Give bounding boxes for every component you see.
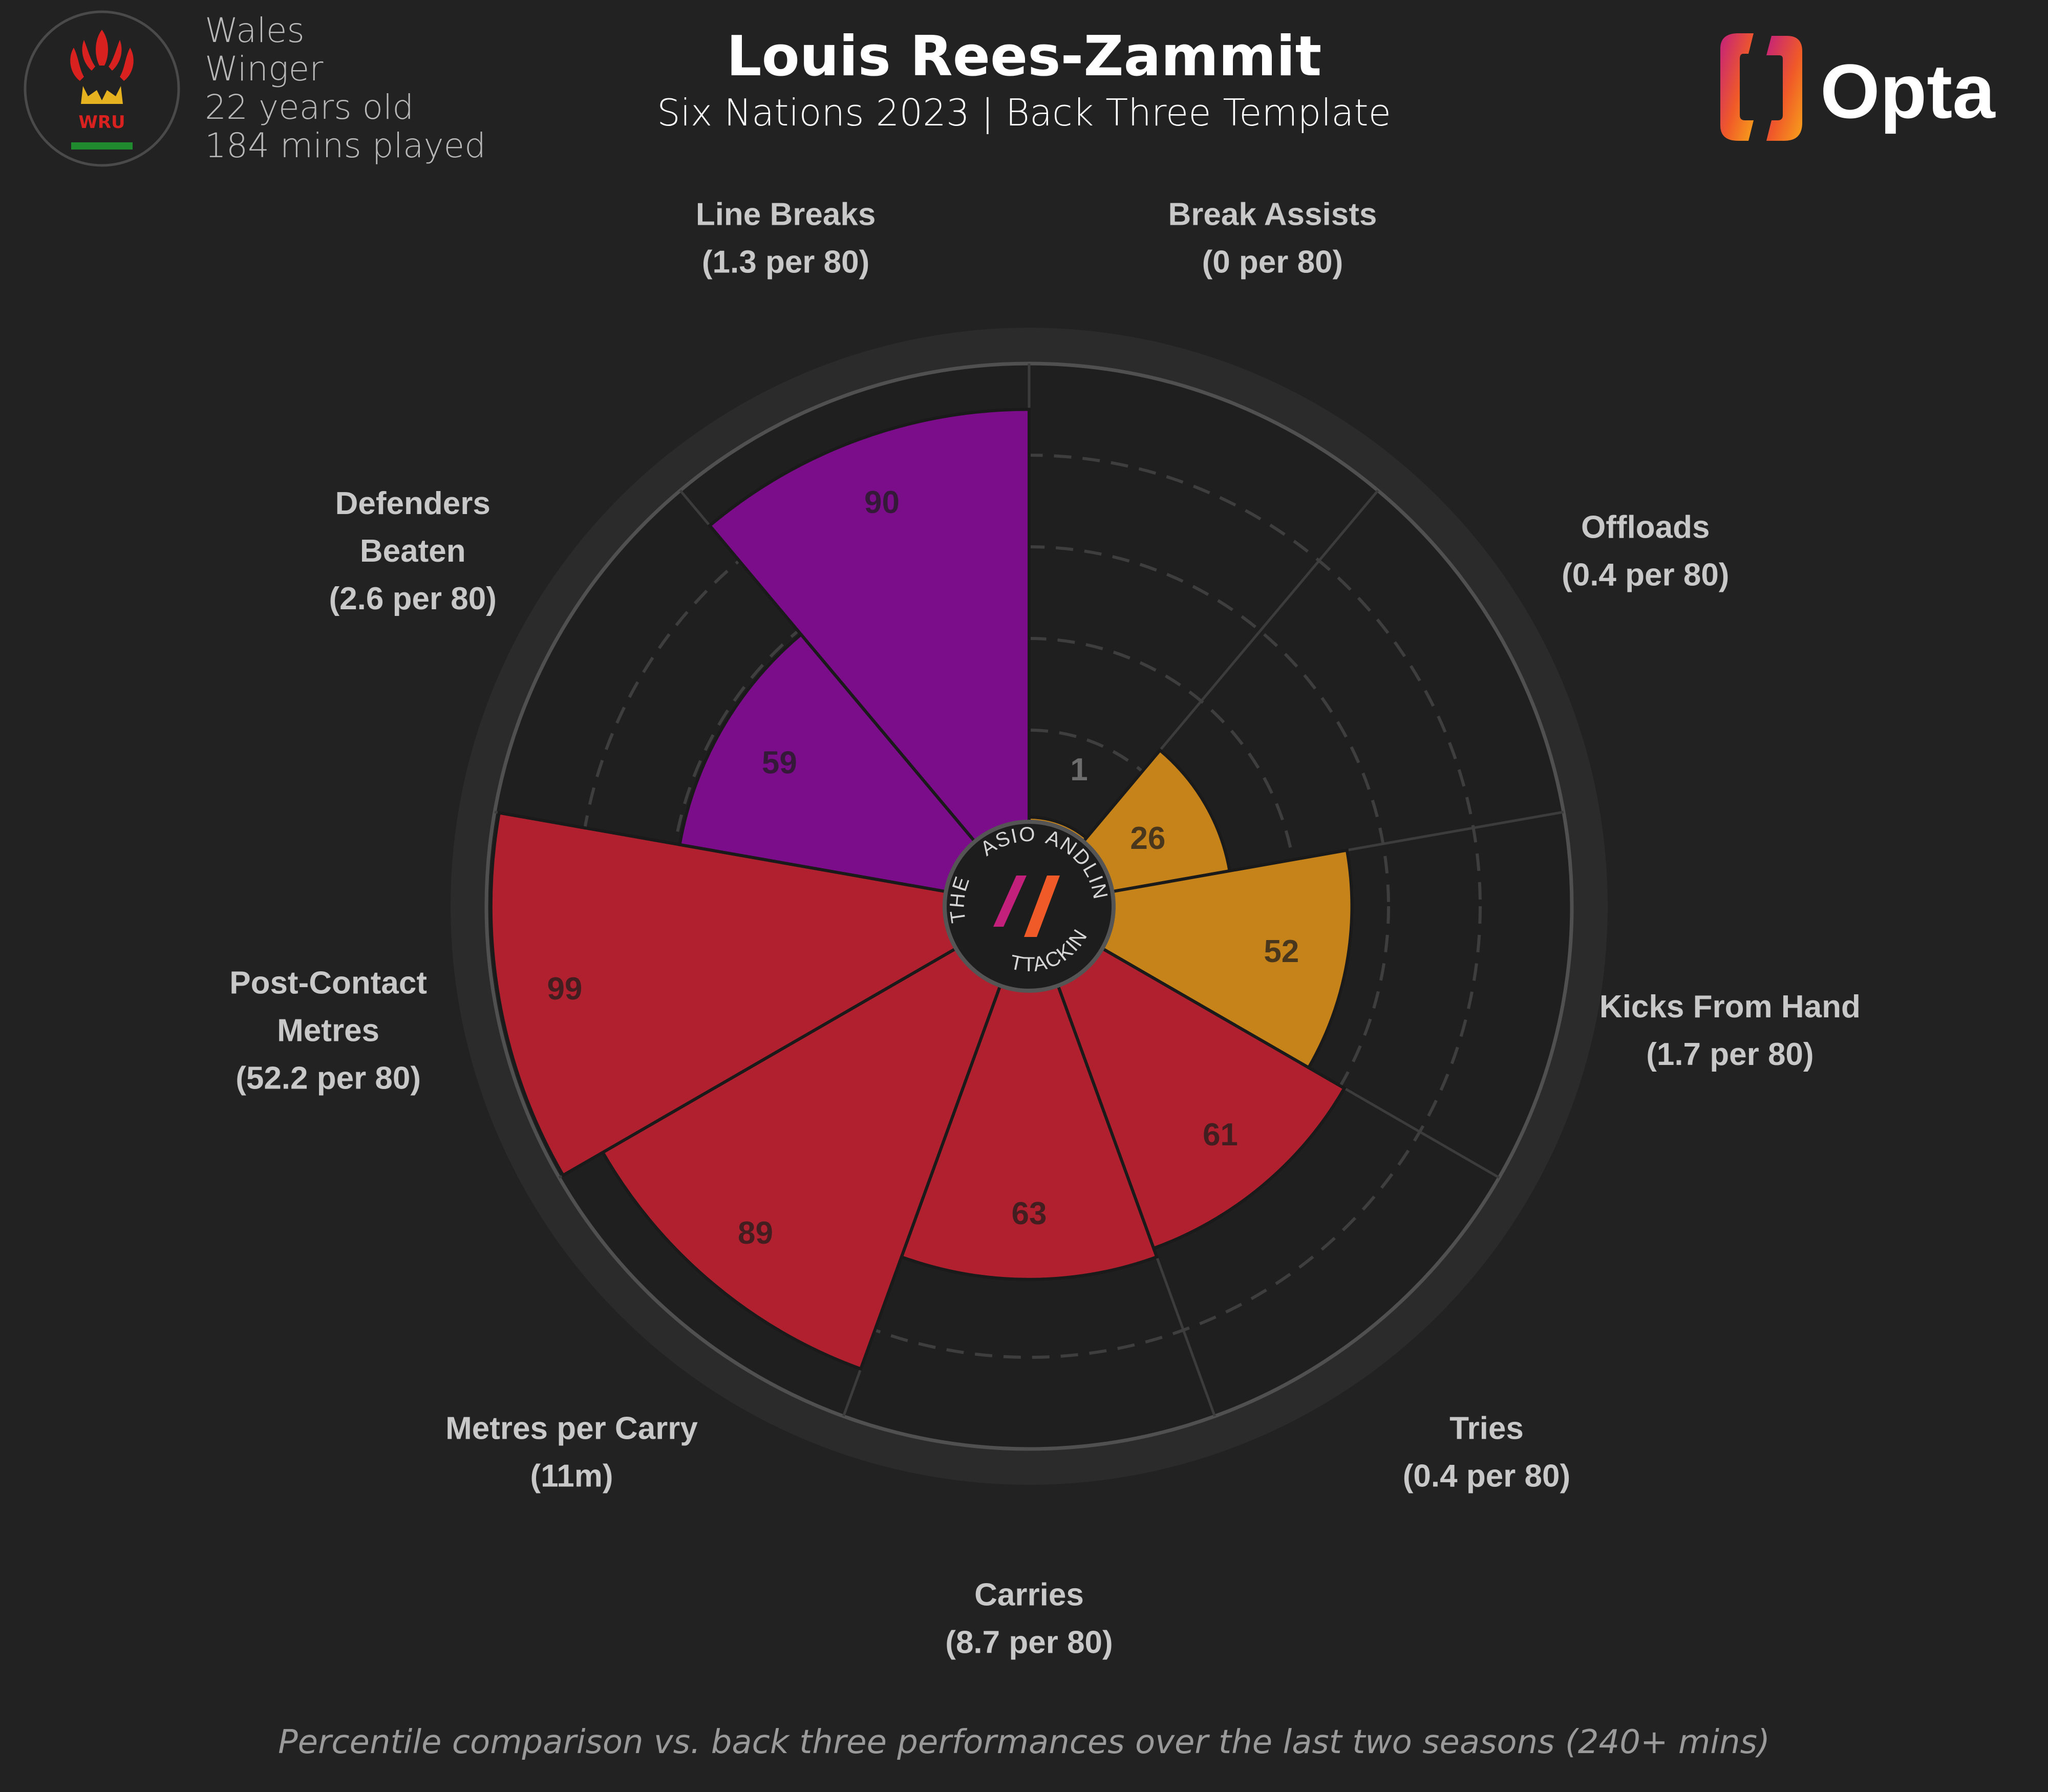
position: Winger — [205, 49, 324, 89]
category-name: Line Breaks — [696, 197, 876, 232]
category-detail: (1.3 per 80) — [702, 244, 869, 280]
hub-logo-icon — [993, 876, 1027, 927]
value-label: 89 — [738, 1215, 773, 1251]
age: 22 years old — [205, 88, 414, 127]
page-subtitle: Six Nations 2023 | Back Three Template — [657, 91, 1391, 134]
category-label: Line Breaks (1.3 per 80) — [696, 197, 876, 280]
value-label: 52 — [1264, 934, 1299, 969]
category-detail: (2.6 per 80) — [329, 581, 497, 616]
category-detail: (0 per 80) — [1202, 244, 1343, 280]
category-label: Offloads (0.4 per 80) — [1562, 510, 1729, 593]
category-label: Carries (8.7 per 80) — [945, 1577, 1113, 1660]
value-label: 26 — [1130, 821, 1165, 856]
value-label: 63 — [1012, 1196, 1047, 1231]
team-name: Wales — [205, 11, 305, 50]
category-label: Metres per Carry (11m) — [445, 1411, 698, 1494]
footnote: Percentile comparison vs. back three per… — [278, 1723, 1770, 1761]
opta-logo-icon: Opta — [1720, 33, 1996, 141]
category-name: Carries — [974, 1577, 1084, 1613]
category-name: Offloads — [1581, 510, 1710, 545]
value-label: 90 — [864, 485, 900, 520]
value-label: 99 — [547, 971, 582, 1007]
category-detail: (1.7 per 80) — [1646, 1037, 1814, 1072]
hub-logo-icon — [1024, 876, 1060, 937]
svg-text:Opta: Opta — [1820, 48, 1996, 134]
category-detail: (52.2 per 80) — [236, 1060, 421, 1096]
minutes-played: 184 mins played — [205, 126, 486, 165]
category-detail: (0.4 per 80) — [1403, 1458, 1570, 1494]
category-name: Metres — [277, 1013, 379, 1048]
category-name: Break Assists — [1168, 197, 1377, 232]
category-label: Break Assists (0 per 80) — [1168, 197, 1377, 280]
value-label: 61 — [1203, 1117, 1238, 1153]
hub-circle — [943, 820, 1116, 993]
value-label: 59 — [762, 745, 797, 780]
category-label: Kicks From Hand (1.7 per 80) — [1599, 989, 1861, 1072]
category-detail: (8.7 per 80) — [945, 1625, 1113, 1660]
category-name: Kicks From Hand — [1599, 989, 1861, 1025]
wedges — [489, 408, 1354, 1371]
category-detail: (11m) — [530, 1458, 613, 1494]
page-title: Louis Rees-Zammit — [726, 25, 1322, 89]
category-label: Post-Contact Metres (52.2 per 80) — [229, 965, 427, 1096]
category-name: Beaten — [360, 534, 466, 569]
category-name: Metres per Carry — [445, 1411, 698, 1446]
category-label: Defenders Beaten (2.6 per 80) — [329, 486, 497, 616]
category-label: Tries (0.4 per 80) — [1403, 1411, 1570, 1494]
category-name: Tries — [1449, 1411, 1524, 1446]
value-label: 1 — [1070, 752, 1087, 787]
category-labels: Break Assists (0 per 80) Offloads (0.4 per … — [229, 197, 1861, 1660]
player-info: Wales Winger 22 years old 184 mins playe… — [205, 11, 486, 165]
category-name: Post-Contact — [229, 965, 427, 1000]
svg-text:WRU: WRU — [78, 112, 125, 133]
value-labels: 1 26 52 61 63 89 99 59 90 — [547, 485, 1299, 1251]
wru-badge-icon: WRU — [24, 10, 180, 167]
category-name: Defenders — [335, 486, 490, 521]
category-detail: (0.4 per 80) — [1562, 558, 1729, 593]
